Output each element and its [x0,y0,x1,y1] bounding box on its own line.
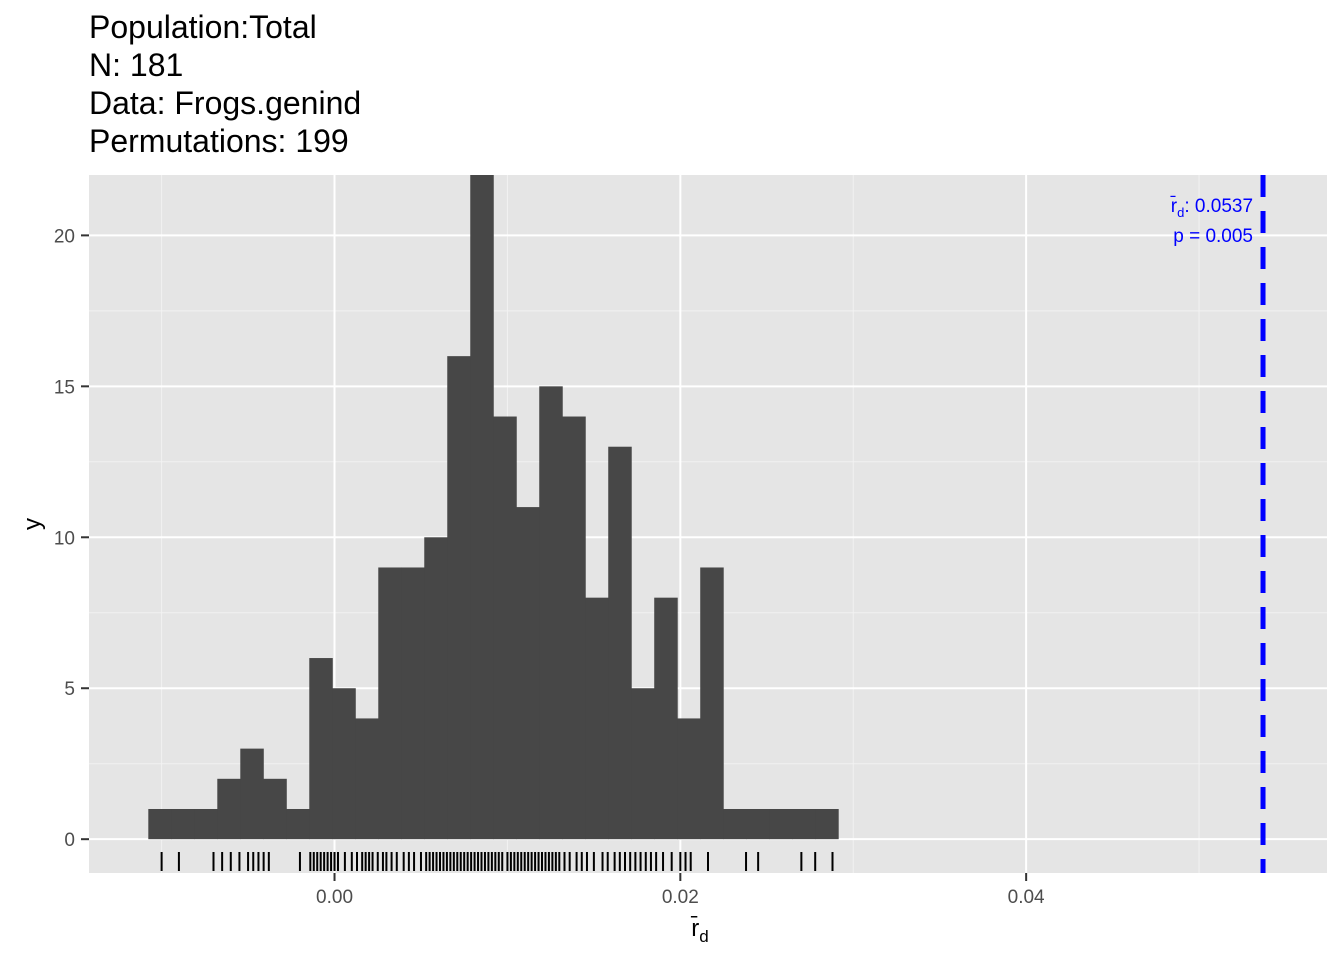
histogram-bar [309,658,333,840]
histogram-bar [217,778,241,840]
title-block: Population:Total N: 181 Data: Frogs.geni… [89,8,361,160]
histogram-bar [608,446,632,840]
histogram-bar [286,808,310,840]
title-n: N: 181 [89,47,184,83]
histogram-bar [815,808,839,840]
histogram-bar [746,808,770,840]
histogram-bar [516,507,540,840]
x-axis: 0.00 0.02 0.04 [316,873,1045,908]
x-tick-label: 0.00 [316,887,353,908]
histogram-bar [424,537,448,840]
histogram-bar [447,356,471,840]
histogram-bar [631,688,655,840]
y-axis-title: y [19,518,46,530]
histogram-bar [332,688,356,840]
histogram-bar [470,175,494,840]
histogram-bar [355,718,379,840]
histogram-bar [562,416,586,840]
observed-sub: d [1177,205,1184,220]
histogram-bar [700,567,724,840]
histogram-bar [539,386,563,840]
histogram-bar [263,778,287,840]
y-tick-label: 20 [54,226,75,247]
x-axis-title-sub: d [699,927,708,946]
observed-annotation: r̄d: 0.0537 p = 0.005 [1170,196,1253,247]
rug-marks [160,852,834,871]
histogram-bar [654,597,678,840]
histogram-bar [677,718,701,840]
histogram-bar [240,748,264,840]
x-axis-title-base: r̄ [690,915,699,942]
observed-value-label: r̄d: 0.0537 [1170,196,1253,220]
histogram-bar [171,808,195,840]
histogram-bar [769,808,793,840]
y-tick-label: 0 [64,830,75,851]
histogram-bars [148,175,839,840]
histogram-bar [585,597,609,840]
x-axis-title: r̄d [690,915,709,946]
y-tick-label: 5 [64,679,75,700]
histogram-bar [723,808,747,840]
p-value-label: p = 0.005 [1173,226,1253,247]
title-data: Data: Frogs.genind [89,85,362,121]
observed-rbar: r̄ [1170,196,1178,217]
y-axis: 0 5 10 15 20 [54,226,89,851]
histogram-bar [792,808,816,840]
y-tick-label: 10 [54,528,75,549]
histogram-bar [148,808,172,840]
histogram-bar [493,416,517,840]
title-population: Population:Total [89,9,317,45]
title-permutations: Permutations: 199 [89,123,349,159]
x-tick-label: 0.04 [1008,887,1045,908]
y-tick-label: 15 [54,377,75,398]
histogram-bar [378,567,402,840]
observed-value: : 0.0537 [1184,196,1253,217]
x-tick-label: 0.02 [662,887,699,908]
histogram-bar [401,567,425,840]
histogram-bar [194,808,218,840]
